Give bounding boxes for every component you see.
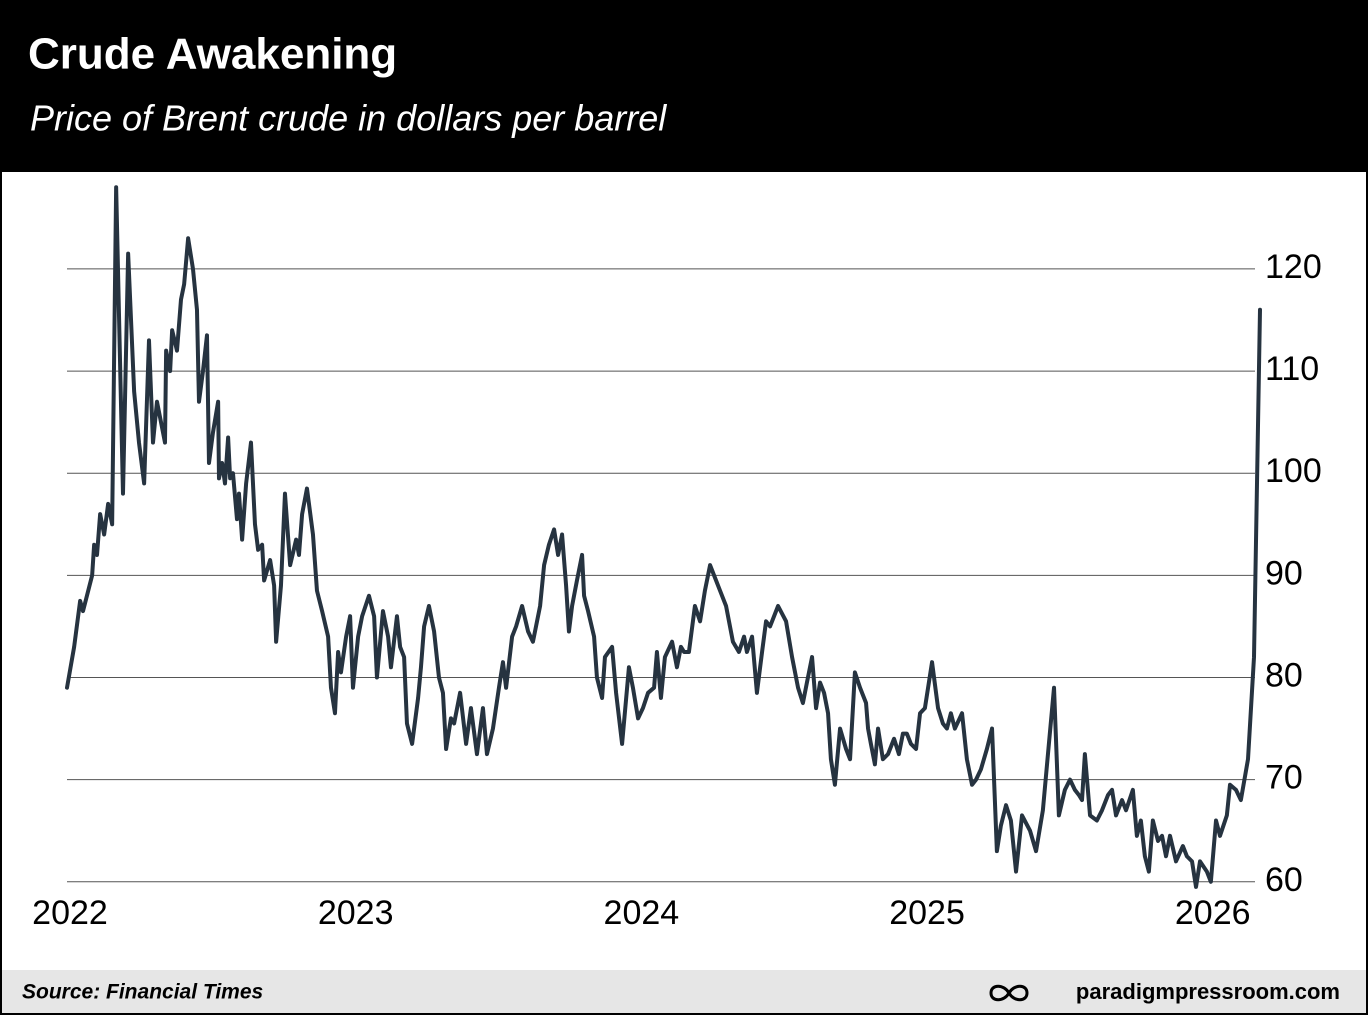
x-tick-label: 2022: [32, 894, 108, 932]
y-tick-label: 120: [1265, 248, 1322, 286]
plot-area: 60 70 80 90 100 110 120 2022 2023 2024 2025 2026: [32, 185, 1322, 932]
header: [0, 0, 1368, 172]
logo: [989, 984, 1029, 1002]
x-tick-label: 2024: [604, 894, 680, 932]
y-tick-label: 110: [1265, 350, 1319, 388]
chart-subtitle: Price of Brent crude in dollars per barr…: [30, 98, 667, 139]
x-tick-label: 2026: [1175, 894, 1251, 932]
chart-title: Crude Awakening: [28, 30, 397, 79]
source: Source: Financial Times: [22, 981, 263, 1004]
x-tick-label: 2025: [889, 894, 965, 932]
y-tick-label: 100: [1265, 452, 1322, 490]
y-tick-label: 90: [1265, 554, 1303, 592]
credit: paradigmpressroom.com: [1076, 979, 1340, 1004]
price-line: [65, 185, 1262, 889]
y-tick-label: 70: [1265, 759, 1303, 797]
y-tick-label: 60: [1265, 861, 1303, 899]
footer: [0, 970, 1368, 1015]
y-tick-label: 80: [1265, 656, 1303, 694]
x-tick-label: 2023: [318, 894, 394, 932]
